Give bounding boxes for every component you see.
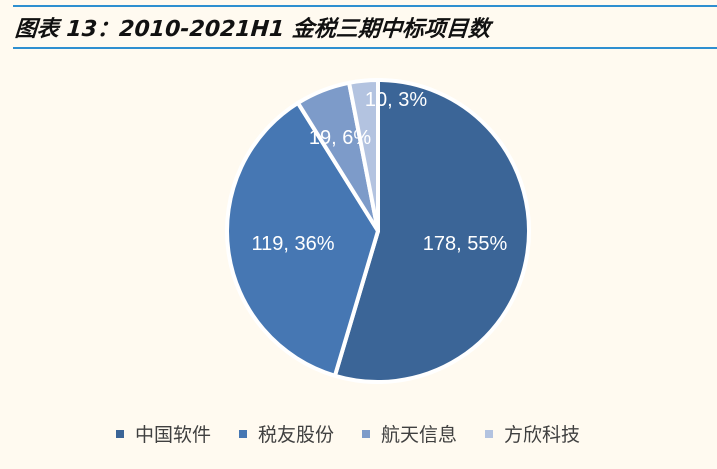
legend-label: 航天信息 — [381, 424, 458, 446]
legend-swatch-icon — [362, 429, 371, 438]
legend-item: 中国软件 — [116, 420, 211, 447]
slice-label-2: 119, 36% — [251, 233, 334, 255]
legend-swatch-icon — [239, 429, 248, 438]
legend-item: 航天信息 — [362, 420, 457, 447]
legend-item: 税友股份 — [239, 420, 334, 447]
title-bottom-rule — [13, 47, 717, 49]
legend-label: 方欣科技 — [504, 424, 581, 446]
legend: 中国软件 税友股份 航天信息 方欣科技 — [116, 420, 608, 447]
pie-slice-1 — [332, 78, 531, 384]
legend-swatch-icon — [485, 429, 494, 438]
legend-label: 中国软件 — [135, 424, 212, 446]
title-top-rule — [13, 5, 717, 7]
legend-item: 方欣科技 — [485, 420, 580, 447]
slice-label-1: 178, 55% — [423, 233, 508, 255]
slice-label-3: 19, 6% — [309, 127, 371, 149]
pie-slice-4 — [347, 78, 380, 233]
slice-label-4: 10, 3% — [365, 89, 427, 111]
legend-label: 税友股份 — [258, 424, 335, 446]
legend-swatch-icon — [116, 429, 124, 438]
